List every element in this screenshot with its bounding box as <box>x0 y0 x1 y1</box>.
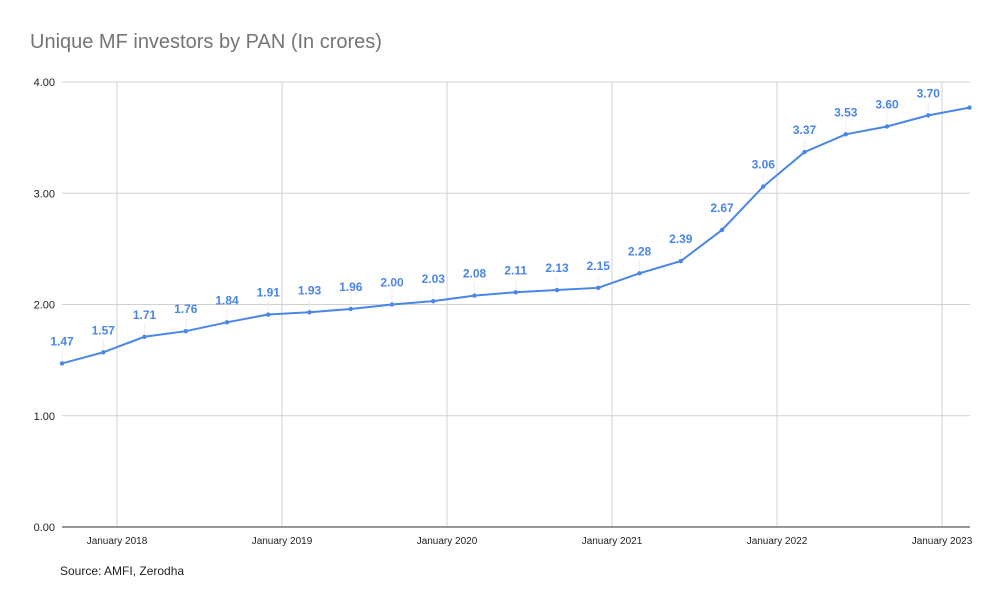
data-label: 1.71 <box>133 308 157 322</box>
y-tick-label: 0.00 <box>34 522 55 534</box>
data-point <box>389 302 395 307</box>
x-tick-label: January 2020 <box>417 536 478 547</box>
data-point <box>554 287 560 293</box>
data-point <box>719 227 725 233</box>
data-point <box>513 290 518 295</box>
data-point <box>678 258 683 264</box>
data-label: 2.28 <box>628 244 652 258</box>
data-point <box>967 105 972 110</box>
data-label: 3.60 <box>875 98 899 112</box>
data-label: 2.13 <box>545 261 569 275</box>
data-point <box>59 361 65 366</box>
data-label: 2.08 <box>463 267 487 281</box>
data-label: 2.03 <box>422 272 446 286</box>
data-label: 1.57 <box>92 323 116 337</box>
data-label: 1.93 <box>298 283 322 297</box>
y-tick-label: 3.00 <box>34 188 55 200</box>
data-point <box>926 113 931 118</box>
data-point <box>637 271 642 276</box>
x-tick-label: January 2022 <box>747 536 808 547</box>
data-point <box>431 298 436 304</box>
data-label: 1.47 <box>50 334 74 348</box>
data-point <box>843 132 848 137</box>
data-label: 3.70 <box>917 86 941 100</box>
data-point <box>101 350 106 355</box>
y-tick-label: 4.00 <box>34 77 55 89</box>
x-tick-label: January 2019 <box>252 536 313 547</box>
data-label: 2.67 <box>710 201 734 215</box>
data-point <box>472 293 477 298</box>
data-label: 2.15 <box>587 259 611 273</box>
data-point <box>761 184 766 189</box>
data-point <box>802 149 807 155</box>
x-tick-label: January 2023 <box>912 536 973 547</box>
data-point <box>307 310 312 315</box>
data-label: 2.00 <box>380 276 404 290</box>
data-label: 2.39 <box>669 232 693 246</box>
data-point <box>224 320 230 325</box>
data-point <box>183 329 188 334</box>
source-note: Source: AMFI, Zerodha <box>60 564 185 578</box>
y-tick-label: 1.00 <box>34 411 55 423</box>
data-point <box>596 285 601 291</box>
x-tick-label: January 2021 <box>582 536 643 547</box>
x-tick-label: January 2018 <box>87 536 148 547</box>
data-label: 1.76 <box>174 302 198 316</box>
data-point <box>142 334 147 339</box>
data-label: 2.11 <box>504 263 527 277</box>
data-label: 1.91 <box>257 286 281 300</box>
data-label: 3.06 <box>752 158 776 172</box>
data-label: 1.84 <box>215 293 239 307</box>
chart-title: Unique MF investors by PAN (In crores) <box>30 31 382 53</box>
data-label: 1.96 <box>339 280 363 294</box>
data-label: 3.53 <box>834 105 858 119</box>
y-tick-label: 2.00 <box>34 300 55 312</box>
data-point <box>884 124 890 129</box>
data-label: 3.37 <box>793 123 817 137</box>
series-line <box>61 106 970 365</box>
data-point <box>266 312 271 317</box>
data-point <box>348 306 353 312</box>
